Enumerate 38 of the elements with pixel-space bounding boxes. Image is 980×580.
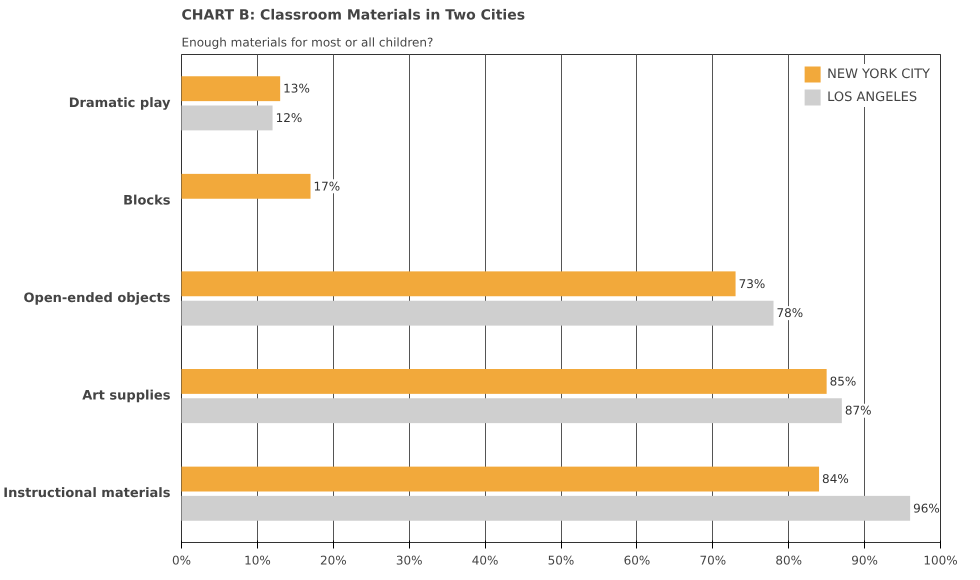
bar — [182, 76, 280, 102]
data-label: 84% — [822, 472, 849, 486]
x-tick-label: 40% — [472, 554, 498, 568]
bar — [182, 300, 774, 326]
x-tick-label: 20% — [320, 554, 347, 568]
x-tick-label: 10% — [244, 554, 271, 568]
x-tick-label: 30% — [396, 554, 423, 568]
data-label: 12% — [276, 110, 302, 125]
legend-label: LOS ANGELES — [827, 90, 918, 104]
data-label: 13% — [283, 82, 310, 96]
data-label: 78% — [776, 306, 804, 320]
data-label: 85% — [830, 374, 856, 388]
bar — [182, 174, 311, 199]
x-tick-label: 0% — [172, 554, 192, 568]
y-tick-label: Instructional materials — [3, 486, 171, 502]
x-tick-label: 100% — [923, 554, 958, 568]
x-tick-label: 70% — [699, 554, 726, 568]
y-tick-label: Open-ended objects — [23, 291, 171, 306]
data-label: 96% — [913, 501, 940, 516]
bar — [182, 398, 842, 424]
chart-subtitle: Enough materials for most or all children? — [182, 36, 434, 50]
x-tick-label: 50% — [548, 554, 574, 568]
y-tick-label: Blocks — [123, 193, 171, 208]
chart-title: CHART B: Classroom Materials in Two Cities — [182, 8, 526, 24]
data-label: 87% — [844, 404, 872, 418]
bar — [182, 369, 827, 394]
data-label: 73% — [738, 276, 766, 291]
data-label: 17% — [314, 179, 340, 194]
bar — [182, 496, 910, 521]
bar — [182, 466, 820, 492]
x-tick-label: 80% — [775, 554, 802, 568]
bar — [182, 271, 736, 296]
x-tick-label: 90% — [851, 554, 878, 568]
bar — [182, 105, 273, 130]
x-tick-label: 60% — [624, 554, 650, 568]
y-tick-label: Art supplies — [82, 388, 171, 404]
legend-label: NEW YORK CITY — [827, 66, 930, 82]
y-tick-label: Dramatic play — [68, 96, 172, 111]
